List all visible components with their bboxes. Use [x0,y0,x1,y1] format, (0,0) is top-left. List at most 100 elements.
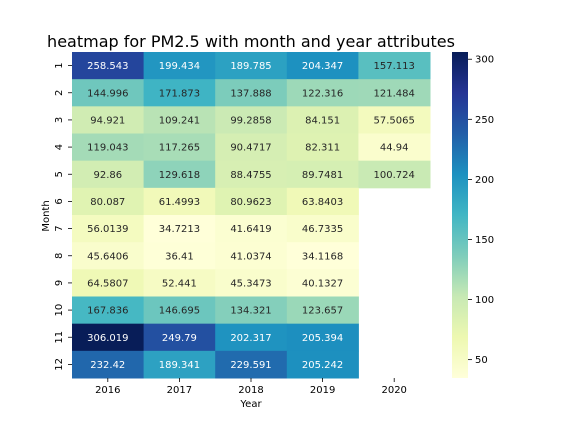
heatmap-cell [143,160,216,189]
x-axis-label: Year [239,399,262,410]
y-tick-label: 8 [54,253,65,259]
cell-value-label: 121.484 [374,88,415,99]
heatmap-cell [72,79,145,107]
heatmap-cell [358,133,431,162]
heatmap-cell [143,187,216,216]
heatmap-cell [215,296,288,325]
y-tick-label: 6 [54,198,65,204]
cell-value-label: 167.836 [87,306,128,317]
cell-value-label: 82.311 [305,143,340,154]
heatmap-cell [215,79,288,107]
heatmap-cell [358,106,431,134]
heatmap-cell [286,133,359,162]
cell-value-label: 90.4717 [230,143,271,154]
chart-title: heatmap for PM2.5 with month and year at… [47,32,455,51]
cell-value-label: 92.86 [93,170,122,181]
heatmap-cell [143,269,216,297]
cell-value-label: 34.7213 [159,224,200,235]
heatmap-cell [72,160,145,189]
cell-value-label: 171.873 [159,88,200,99]
heatmap-cell [286,296,359,325]
cell-value-label: 189.785 [230,61,271,72]
heatmap-cell [286,106,359,134]
heatmap-cell [215,160,288,189]
y-tick-label: 10 [54,304,65,317]
heatmap-cell [72,187,145,216]
cell-value-label: 134.321 [230,306,271,317]
heatmap-cell [215,269,288,297]
cell-value-label: 258.543 [87,61,128,72]
heatmap-cells [72,52,431,379]
cell-value-label: 204.347 [302,61,343,72]
heatmap-cell [286,350,359,379]
heatmap-cell [143,215,216,243]
heatmap-cell [286,242,359,270]
cell-value-label: 199.434 [159,61,200,72]
cell-value-label: 80.087 [90,197,125,208]
heatmap-cell [286,323,359,352]
cell-value-label: 117.265 [159,143,200,154]
cell-value-label: 45.6406 [87,251,128,262]
y-tick-label: 3 [54,117,65,123]
cell-value-label: 119.043 [87,143,128,154]
cell-value-label: 80.9623 [230,197,271,208]
heatmap-cell [143,52,216,80]
heatmap-cell [286,269,359,297]
heatmap-cell [215,323,288,352]
colorbar-tick-label: 250 [475,115,494,126]
cell-value-label: 129.618 [159,170,200,181]
colorbar-gradient [452,52,468,378]
colorbar: 50 100 150 200 250 300 [452,52,494,378]
heatmap-cell [72,133,145,162]
cell-value-label: 146.695 [159,306,200,317]
cell-value-label: 137.888 [230,88,271,99]
colorbar-tick-label: 150 [475,235,494,246]
x-tick-label: 2018 [238,385,263,396]
x-tick-label: 2016 [95,385,120,396]
y-tick-label: 11 [54,331,65,344]
heatmap-cell [286,160,359,189]
heatmap-cell [143,242,216,270]
heatmap-cell [72,106,145,134]
heatmap-cell [72,296,145,325]
x-tick-label: 2019 [310,385,335,396]
cell-value-label: 44.94 [380,143,409,154]
cell-value-label: 56.0139 [87,224,128,235]
cell-value-label: 36.41 [165,251,194,262]
heatmap-cell [143,79,216,107]
heatmap-cell [72,269,145,297]
heatmap-cell [143,323,216,352]
heatmap-cell [215,187,288,216]
cell-value-label: 63.8403 [302,197,343,208]
cell-value-label: 46.7335 [302,224,343,235]
heatmap-cell [286,52,359,80]
y-axis-label: Month [41,200,52,231]
y-tick-label: 9 [54,280,65,286]
cell-value-label: 99.2858 [230,115,271,126]
heatmap-cell [72,350,145,379]
cell-value-label: 122.316 [302,88,343,99]
cell-value-label: 144.996 [87,88,128,99]
cell-value-label: 94.921 [90,115,125,126]
heatmap-cell [215,52,288,80]
heatmap-cell [72,323,145,352]
cell-value-label: 84.151 [305,115,340,126]
cell-value-label: 41.6419 [230,224,271,235]
cell-value-label: 157.113 [374,61,415,72]
cell-value-label: 40.1327 [302,278,343,289]
cell-value-label: 64.5807 [87,278,128,289]
cell-value-label: 88.4755 [230,170,271,181]
cell-value-label: 229.591 [230,360,271,371]
cell-value-label: 34.1168 [302,251,343,262]
heatmap-cell [286,215,359,243]
cell-value-label: 57.5065 [374,115,415,126]
y-tick-label: 7 [54,225,65,231]
heatmap-cell [143,106,216,134]
heatmap-cell [215,242,288,270]
heatmap-cell [358,79,431,107]
heatmap-cell [72,215,145,243]
x-tick-label: 2020 [381,385,406,396]
cell-value-label: 306.019 [87,333,128,344]
